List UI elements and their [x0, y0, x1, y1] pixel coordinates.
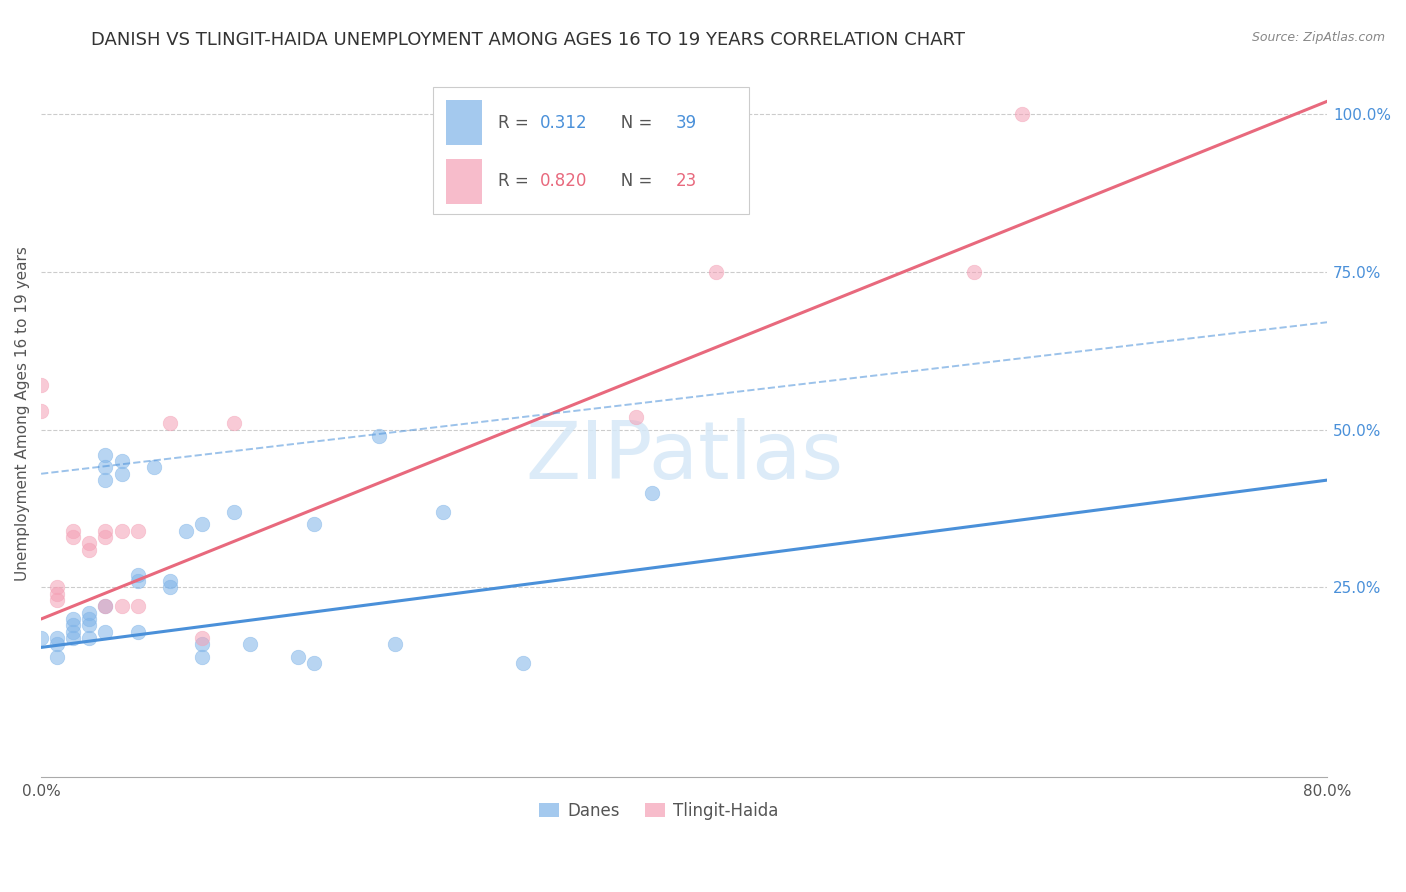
- Point: [79, 536, 101, 550]
- Point: [239, 637, 262, 651]
- Point: [30, 378, 52, 392]
- Point: [30, 403, 52, 417]
- FancyBboxPatch shape: [433, 87, 748, 214]
- Point: [110, 467, 132, 481]
- Point: [432, 505, 454, 519]
- Point: [304, 517, 326, 532]
- Text: R =: R =: [498, 113, 534, 132]
- Point: [191, 649, 214, 664]
- Point: [79, 542, 101, 557]
- Point: [367, 429, 389, 443]
- Point: [62, 624, 84, 639]
- Point: [62, 530, 84, 544]
- Point: [94, 448, 117, 462]
- Legend: Danes, Tlingit-Haida: Danes, Tlingit-Haida: [531, 796, 785, 827]
- Point: [79, 618, 101, 632]
- Point: [512, 657, 534, 671]
- Point: [110, 524, 132, 538]
- Bar: [446, 159, 482, 203]
- Point: [94, 460, 117, 475]
- Point: [46, 637, 69, 651]
- Point: [79, 606, 101, 620]
- Text: 0.312: 0.312: [540, 113, 588, 132]
- Point: [191, 517, 214, 532]
- Point: [174, 524, 197, 538]
- Point: [46, 581, 69, 595]
- Point: [304, 657, 326, 671]
- Point: [110, 599, 132, 614]
- Point: [641, 485, 664, 500]
- Point: [222, 505, 245, 519]
- Point: [127, 624, 149, 639]
- Point: [142, 460, 165, 475]
- Point: [79, 612, 101, 626]
- Point: [62, 612, 84, 626]
- Point: [94, 599, 117, 614]
- Point: [287, 649, 309, 664]
- Point: [191, 631, 214, 645]
- Point: [94, 473, 117, 487]
- Text: 39: 39: [675, 113, 696, 132]
- Point: [94, 530, 117, 544]
- Point: [1011, 107, 1033, 121]
- Text: N =: N =: [605, 172, 657, 190]
- Point: [963, 265, 986, 279]
- Point: [46, 631, 69, 645]
- Point: [127, 524, 149, 538]
- Point: [62, 631, 84, 645]
- Text: 0.820: 0.820: [540, 172, 588, 190]
- Point: [127, 599, 149, 614]
- Point: [94, 599, 117, 614]
- Point: [62, 618, 84, 632]
- Text: Source: ZipAtlas.com: Source: ZipAtlas.com: [1251, 31, 1385, 45]
- Point: [79, 631, 101, 645]
- Point: [191, 637, 214, 651]
- Point: [127, 567, 149, 582]
- Point: [706, 265, 728, 279]
- Point: [159, 574, 181, 588]
- Point: [110, 454, 132, 468]
- Point: [624, 409, 647, 424]
- Point: [46, 593, 69, 607]
- Y-axis label: Unemployment Among Ages 16 to 19 years: Unemployment Among Ages 16 to 19 years: [15, 246, 30, 582]
- Point: [384, 637, 406, 651]
- Point: [222, 416, 245, 430]
- Point: [46, 587, 69, 601]
- Point: [159, 416, 181, 430]
- Point: [127, 574, 149, 588]
- Point: [62, 524, 84, 538]
- Text: R =: R =: [498, 172, 534, 190]
- Point: [46, 649, 69, 664]
- Text: 23: 23: [675, 172, 696, 190]
- Text: DANISH VS TLINGIT-HAIDA UNEMPLOYMENT AMONG AGES 16 TO 19 YEARS CORRELATION CHART: DANISH VS TLINGIT-HAIDA UNEMPLOYMENT AMO…: [91, 31, 966, 49]
- Bar: [446, 100, 482, 145]
- Text: ZIPatlas: ZIPatlas: [526, 418, 844, 496]
- Point: [94, 624, 117, 639]
- Point: [94, 524, 117, 538]
- Text: N =: N =: [605, 113, 657, 132]
- Point: [30, 631, 52, 645]
- Point: [159, 581, 181, 595]
